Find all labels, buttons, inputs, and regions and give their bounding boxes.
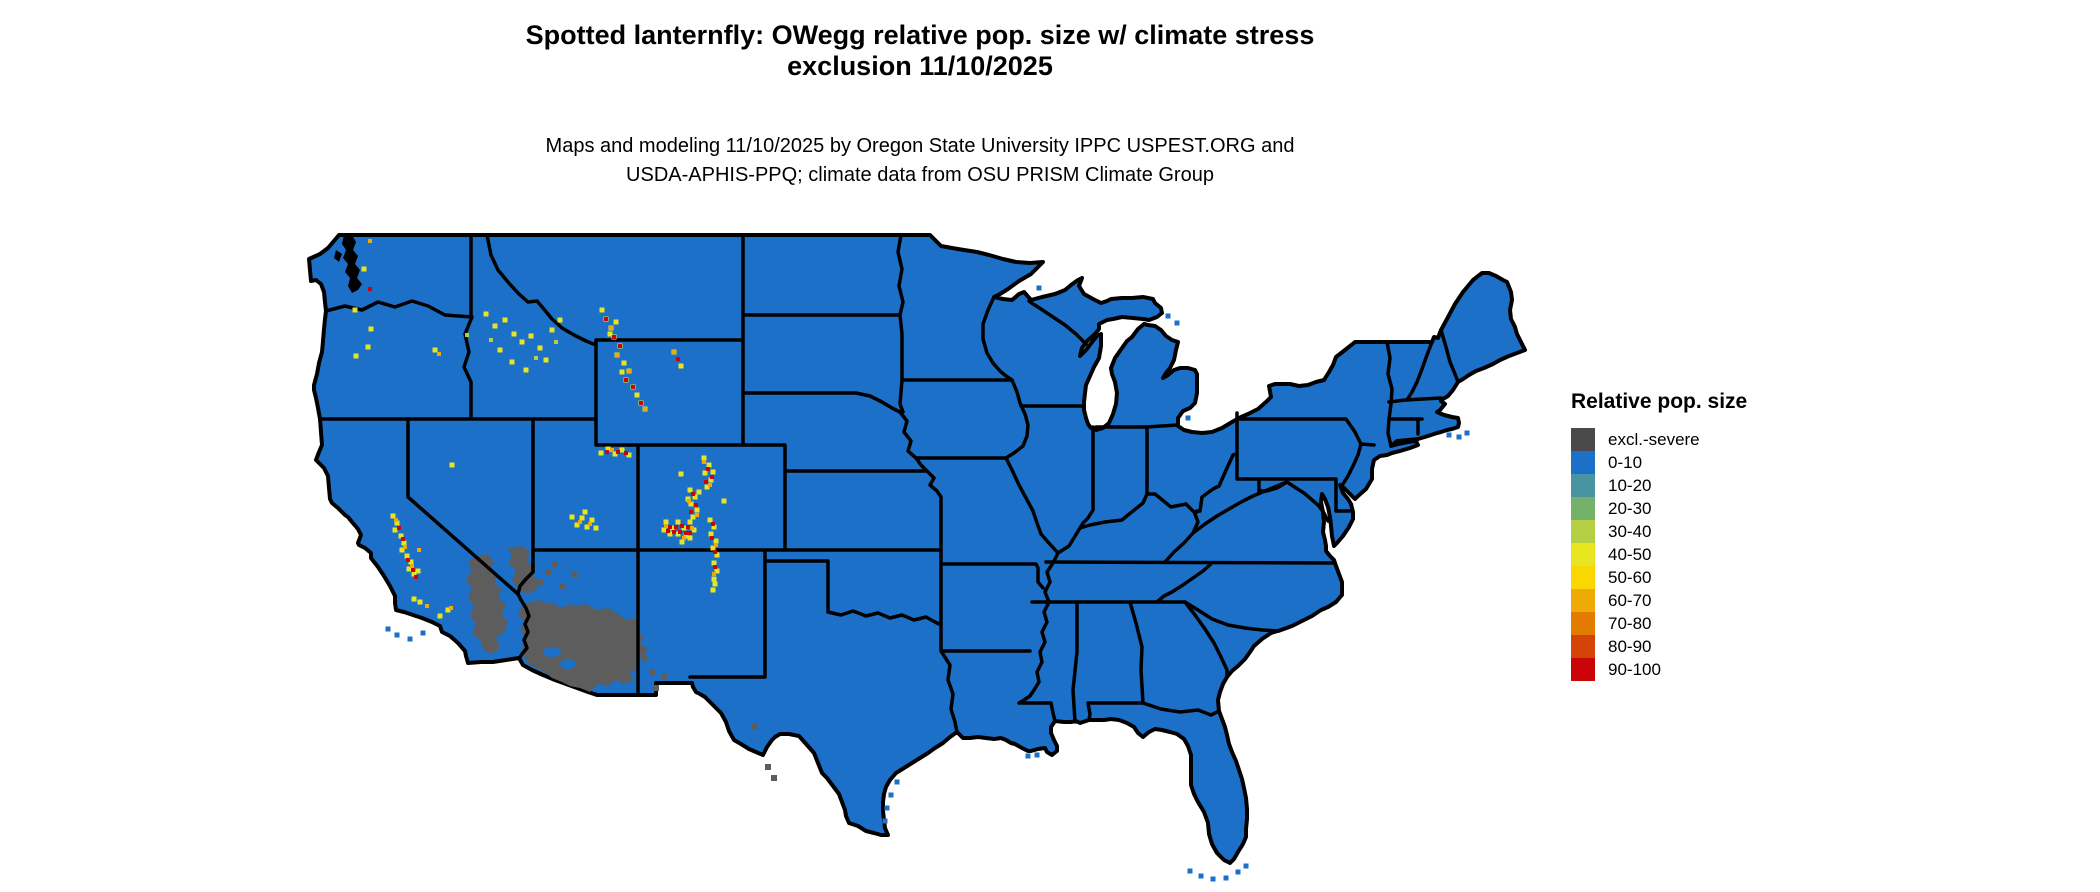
legend-item: 10-20 <box>1571 474 1747 497</box>
valley-hole <box>543 647 561 657</box>
legend-swatch <box>1571 589 1595 612</box>
title-line-1: Spotted lanternfly: OWegg relative pop. … <box>525 20 1315 50</box>
legend-item-label: 40-50 <box>1608 544 1652 564</box>
excluded-region-holes <box>536 588 576 669</box>
legend-item-label: 50-60 <box>1608 567 1652 587</box>
legend-item-label: 30-40 <box>1608 521 1652 541</box>
legend-item: 40-50 <box>1571 543 1747 566</box>
legend-item-label: 90-100 <box>1608 659 1661 679</box>
legend-item: 90-100 <box>1571 658 1747 681</box>
legend-item: 20-30 <box>1571 497 1747 520</box>
legend-swatch <box>1571 451 1595 474</box>
state-borders <box>318 233 1460 734</box>
population-speckles <box>352 239 1509 882</box>
legend-title: Relative pop. size <box>1571 390 1748 413</box>
title-line-2: exclusion 11/10/2025 <box>787 51 1053 81</box>
subtitle-line-2: USDA-APHIS-PPQ; climate data from OSU PR… <box>626 164 1214 186</box>
figure-title: Spotted lanternfly: OWegg relative pop. … <box>0 20 1840 82</box>
legend-items: excl.-severe 0-10 10-20 20-30 30-40 40-50 50-6… <box>1571 428 1747 681</box>
legend-item-label: 60-70 <box>1608 590 1652 610</box>
valley-hole <box>554 597 570 607</box>
valley-hole <box>560 659 576 669</box>
valley-hole <box>536 588 556 600</box>
legend-item: 0-10 <box>1571 451 1747 474</box>
puget-sound-water <box>342 235 362 293</box>
puget-sound <box>334 235 362 293</box>
island-specks <box>385 267 1509 882</box>
us-map <box>307 233 1527 882</box>
legend-swatch <box>1571 543 1595 566</box>
legend-item: excl.-severe <box>1571 428 1747 451</box>
legend-item-label: 70-80 <box>1608 613 1652 633</box>
excluded-blob-se-ca <box>466 554 508 654</box>
legend-item: 60-70 <box>1571 589 1747 612</box>
map-area <box>300 222 1560 892</box>
legend: Relative pop. size excl.-severe 0-10 10-20… <box>1571 390 1747 681</box>
puget-inlet <box>334 250 342 262</box>
green-speckles <box>465 333 558 360</box>
legend-item: 30-40 <box>1571 520 1747 543</box>
excluded-region <box>466 546 648 692</box>
legend-swatch <box>1571 658 1595 681</box>
legend-swatch <box>1571 497 1595 520</box>
legend-swatch <box>1571 635 1595 658</box>
legend-swatch <box>1571 520 1595 543</box>
figure-subtitle: Maps and modeling 11/10/2025 by Oregon S… <box>0 132 1840 190</box>
legend-item-label: 80-90 <box>1608 636 1652 656</box>
red-speckles <box>368 287 717 579</box>
excluded-blob-central-az <box>518 600 648 692</box>
excluded-blob-nw-az <box>508 546 540 594</box>
legend-item-label: 0-10 <box>1608 452 1643 472</box>
legend-item-label: 10-20 <box>1608 475 1652 495</box>
subtitle-line-1: Maps and modeling 11/10/2025 by Oregon S… <box>545 135 1295 157</box>
legend-item-label: excl.-severe <box>1608 429 1700 449</box>
legend-item: 80-90 <box>1571 635 1747 658</box>
legend-swatch <box>1571 474 1595 497</box>
legend-swatch <box>1571 612 1595 635</box>
excluded-speckles <box>537 561 777 781</box>
legend-item: 50-60 <box>1571 566 1747 589</box>
legend-swatch <box>1571 566 1595 589</box>
orange-speckles <box>368 239 718 610</box>
legend-swatch <box>1571 428 1595 451</box>
legend-item-label: 20-30 <box>1608 498 1652 518</box>
legend-item: 70-80 <box>1571 612 1747 635</box>
